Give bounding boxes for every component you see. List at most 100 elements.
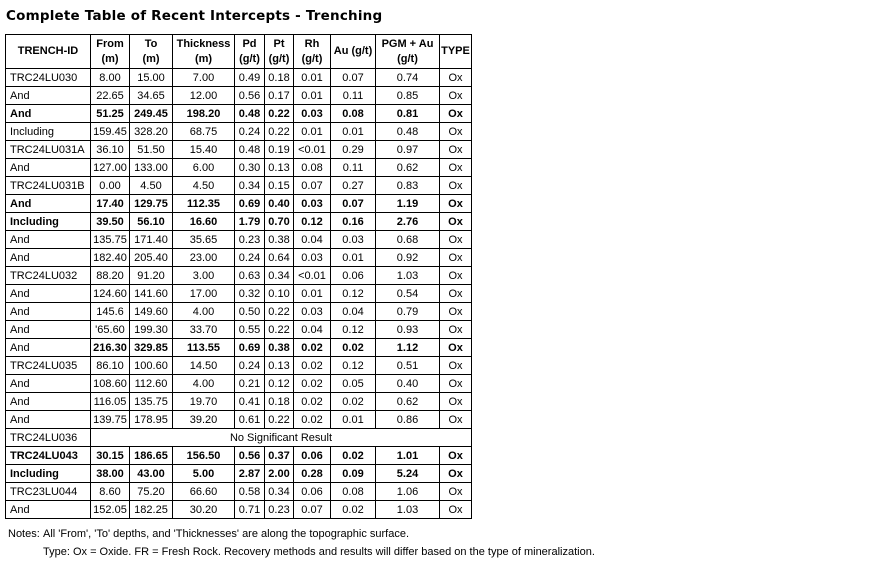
value-cell: 0.68: [375, 230, 440, 249]
value-cell: Ox: [439, 122, 472, 141]
note-text-1: All 'From', 'To' depths, and 'Thicknesse…: [43, 528, 410, 540]
value-cell: 0.48: [234, 104, 265, 123]
value-cell: Ox: [439, 320, 472, 339]
column-header-9: TYPE: [439, 34, 472, 69]
value-cell: 0.15: [264, 176, 294, 195]
value-cell: 0.83: [375, 176, 440, 195]
value-cell: Ox: [439, 194, 472, 213]
value-cell: 139.75: [90, 410, 130, 429]
value-cell: 0.09: [330, 464, 376, 483]
value-cell: 0.18: [264, 392, 294, 411]
page-title: Complete Table of Recent Intercepts - Tr…: [6, 8, 383, 24]
trench-id-cell: TRC24LU036: [5, 428, 91, 447]
value-cell: 0.34: [264, 482, 294, 501]
value-cell: 0.34: [264, 266, 294, 285]
value-cell: 124.60: [90, 284, 130, 303]
table-row: TRC24LU032 88.20 91.20 3.00 0.63 0.34 <0.01 0.0…: [5, 266, 472, 285]
trench-id-cell: And: [5, 86, 91, 105]
trench-id-cell: And: [5, 302, 91, 321]
value-cell: 17.40: [90, 194, 130, 213]
value-cell: Ox: [439, 230, 472, 249]
value-cell: 0.61: [234, 410, 265, 429]
column-header-3: Thickness (m): [172, 34, 235, 69]
table-row: And 124.60 141.60 17.00 0.32 0.10 0.01 0.12 0.54…: [5, 284, 472, 303]
value-cell: 0.28: [293, 464, 331, 483]
value-cell: Ox: [439, 302, 472, 321]
value-cell: 0.04: [330, 302, 376, 321]
value-cell: 135.75: [90, 230, 130, 249]
value-cell: 0.50: [234, 302, 265, 321]
value-cell: 0.97: [375, 140, 440, 159]
value-cell: 5.00: [172, 464, 235, 483]
trench-id-cell: And: [5, 392, 91, 411]
value-cell: 0.10: [264, 284, 294, 303]
value-cell: 1.03: [375, 266, 440, 285]
value-cell: 86.10: [90, 356, 130, 375]
value-cell: 0.07: [330, 68, 376, 87]
table-row: TRC24LU036 No Significant Result: [5, 428, 472, 447]
value-cell: Ox: [439, 500, 472, 519]
value-cell: 15.40: [172, 140, 235, 159]
value-cell: 0.40: [375, 374, 440, 393]
value-cell: 249.45: [129, 104, 173, 123]
value-cell: Ox: [439, 212, 472, 231]
value-cell: 0.62: [375, 158, 440, 177]
value-cell: 1.12: [375, 338, 440, 357]
value-cell: 216.30: [90, 338, 130, 357]
value-cell: Ox: [439, 104, 472, 123]
value-cell: 39.50: [90, 212, 130, 231]
intercepts-table: TRENCH-ID From (m) To (m) Thickness (m) Pd (g/t)…: [5, 34, 472, 519]
notes-label: Notes:: [8, 528, 40, 540]
table-row: And 152.05 182.25 30.20 0.71 0.23 0.07 0.02 1.03…: [5, 500, 472, 519]
value-cell: 0.07: [293, 176, 331, 195]
value-cell: 127.00: [90, 158, 130, 177]
value-cell: 0.70: [264, 212, 294, 231]
value-cell: Ox: [439, 482, 472, 501]
value-cell: 0.22: [264, 104, 294, 123]
value-cell: 0.01: [330, 410, 376, 429]
value-cell: 0.37: [264, 446, 294, 465]
value-cell: 0.38: [264, 338, 294, 357]
value-cell: 0.07: [330, 194, 376, 213]
value-cell: 4.50: [129, 176, 173, 195]
value-cell: 0.06: [293, 482, 331, 501]
value-cell: 1.03: [375, 500, 440, 519]
table-row: And 127.00 133.00 6.00 0.30 0.13 0.08 0.11 0.62 O…: [5, 158, 472, 177]
value-cell: 19.70: [172, 392, 235, 411]
trench-id-cell: TRC24LU043: [5, 446, 91, 465]
value-cell: 0.17: [264, 86, 294, 105]
value-cell: 0.03: [293, 302, 331, 321]
value-cell: '65.60: [90, 320, 130, 339]
value-cell: 0.58: [234, 482, 265, 501]
value-cell: 2.76: [375, 212, 440, 231]
value-cell: 0.41: [234, 392, 265, 411]
value-cell: 0.06: [330, 266, 376, 285]
table-row: Including 159.45 328.20 68.75 0.24 0.22 0.01 0.…: [5, 122, 472, 141]
value-cell: 17.00: [172, 284, 235, 303]
value-cell: 0.02: [330, 500, 376, 519]
value-cell: Ox: [439, 176, 472, 195]
value-cell: 108.60: [90, 374, 130, 393]
value-cell: 3.00: [172, 266, 235, 285]
page: Complete Table of Recent Intercepts - Tr…: [5, 8, 595, 559]
value-cell: 0.02: [293, 356, 331, 375]
value-cell: 1.19: [375, 194, 440, 213]
value-cell: 1.01: [375, 446, 440, 465]
value-cell: 0.22: [264, 320, 294, 339]
value-cell: 0.03: [293, 248, 331, 267]
value-cell: 38.00: [90, 464, 130, 483]
value-cell: Ox: [439, 464, 472, 483]
note-text-2: Type: Ox = Oxide. FR = Fresh Rock. Recov…: [43, 546, 595, 559]
value-cell: Ox: [439, 392, 472, 411]
value-cell: 0.08: [293, 158, 331, 177]
value-cell: 0.38: [264, 230, 294, 249]
table-row: And 22.65 34.65 12.00 0.56 0.17 0.01 0.11 0.85 Ox: [5, 86, 472, 105]
value-cell: Ox: [439, 446, 472, 465]
value-cell: Ox: [439, 338, 472, 357]
value-cell: 112.35: [172, 194, 235, 213]
value-cell: 88.20: [90, 266, 130, 285]
value-cell: 328.20: [129, 122, 173, 141]
value-cell: 0.64: [264, 248, 294, 267]
table-row: Including 38.00 43.00 5.00 2.87 2.00 0.28 0.09 5…: [5, 464, 472, 483]
value-cell: 0.81: [375, 104, 440, 123]
